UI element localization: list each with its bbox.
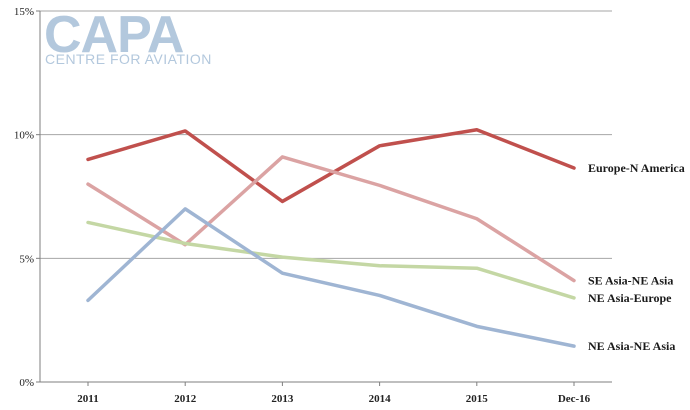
y-tick-label: 0%	[19, 377, 34, 389]
x-tick-label: 2014	[369, 393, 392, 405]
y-tick-label: 10%	[14, 130, 34, 142]
series-label: NE Asia-Europe	[588, 291, 672, 305]
series-line	[86, 207, 576, 348]
gridlines	[40, 10, 612, 259]
x-tick-label: 2015	[466, 393, 489, 405]
y-tick-label: 5%	[19, 253, 34, 265]
series-line	[86, 155, 576, 283]
series-label: Europe-N America	[588, 161, 685, 175]
series-line	[86, 220, 576, 300]
y-tick-labels: 0% 5% 10% 15%	[14, 6, 34, 389]
x-tick-label: 2012	[174, 393, 197, 405]
x-tick-label: 2011	[77, 393, 98, 405]
x-tick-label: 2013	[271, 393, 294, 405]
logo-main-text: CAPA	[44, 6, 184, 64]
series-label: NE Asia-NE Asia	[588, 339, 675, 353]
series-label: SE Asia-NE Asia	[588, 274, 673, 288]
capa-logo: CAPA CENTRE FOR AVIATION	[44, 6, 212, 67]
y-tick-label: 15%	[14, 6, 34, 18]
x-tick-label: Dec-16	[558, 393, 591, 405]
series-line	[86, 127, 576, 204]
axes	[36, 10, 612, 386]
logo-sub-text: CENTRE FOR AVIATION	[45, 51, 212, 67]
series-lines	[86, 127, 576, 348]
x-tick-labels: 2011 2012 2013 2014 2015 Dec-16	[77, 393, 590, 405]
series-labels: Europe-N America SE Asia-NE Asia NE Asia-E…	[588, 161, 685, 353]
